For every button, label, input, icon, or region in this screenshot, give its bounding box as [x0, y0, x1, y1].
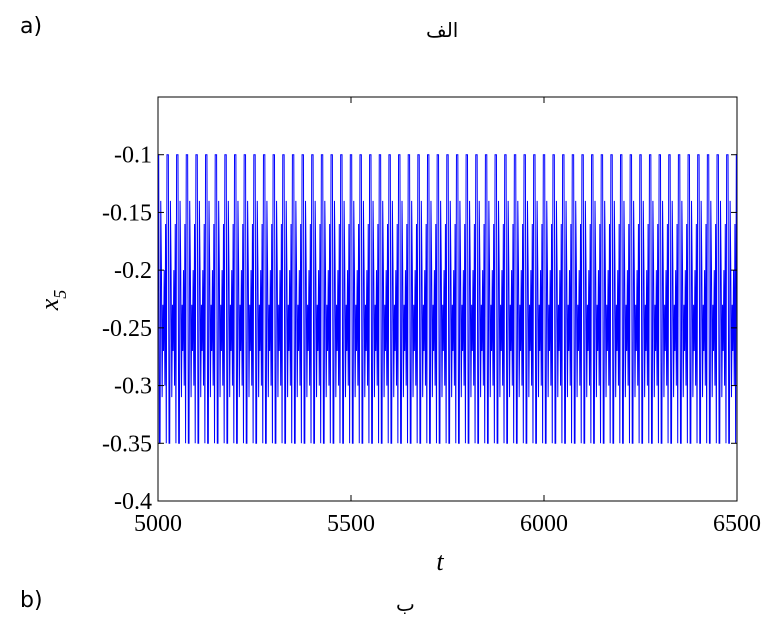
series-line — [158, 154, 737, 444]
panel-b-caption: ب — [396, 592, 415, 616]
y-tick-label: -0.35 — [102, 431, 152, 457]
plot-frame — [157, 96, 738, 502]
y-tick-label: -0.1 — [114, 143, 152, 169]
y-axis-title: x5 — [35, 290, 70, 312]
x-tick-label: 5000 — [134, 511, 182, 537]
y-tick-label: -0.4 — [114, 489, 152, 515]
panel-b-label: b) — [20, 588, 43, 613]
x-tick-label: 6000 — [520, 511, 568, 537]
y-axis-title-subscript: 5 — [50, 290, 70, 299]
panel-a-label: a) — [20, 14, 43, 39]
y-tick-label: -0.2 — [114, 258, 152, 284]
y-tick-label: -0.15 — [102, 200, 152, 226]
panel-a-caption: الف — [426, 18, 459, 42]
series-layer — [158, 154, 737, 444]
ticks-layer: 5000 5500 6000 6500 -0.1 -0.15 -0.2 -0.25 -0.3 -0… — [102, 97, 761, 537]
y-axis-title-main: x — [35, 298, 64, 311]
y-tick-label: -0.3 — [114, 374, 152, 400]
plot-area: 5000 5500 6000 6500 -0.1 -0.15 -0.2 -0.25 -0.3 -0… — [102, 96, 761, 537]
svg-text:x5: x5 — [35, 290, 70, 312]
y-tick-label: -0.25 — [102, 316, 152, 342]
x-tick-label: 6500 — [713, 511, 761, 537]
x-tick-label: 5500 — [327, 511, 375, 537]
x-axis-title: t — [436, 547, 444, 576]
